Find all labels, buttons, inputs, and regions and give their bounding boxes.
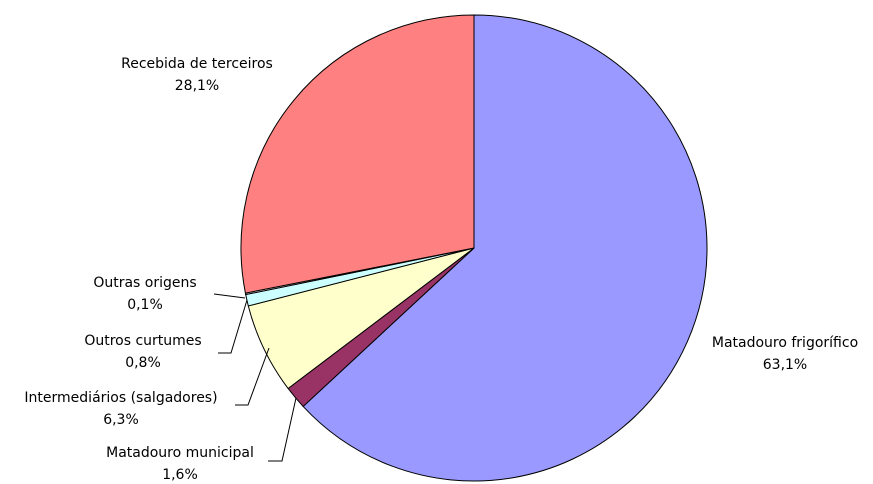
pie-slice-recebida-de-terceiros <box>240 14 475 294</box>
slice-value-outros-curtumes: 0,8% <box>125 355 161 371</box>
pie-slices <box>240 14 708 482</box>
leader-line-outros-curtumes <box>218 299 248 354</box>
slice-label-matadouro-frigorifico: Matadouro frigorífico <box>712 335 858 351</box>
slice-label-recebida-de-terceiros: Recebida de terceiros <box>121 56 273 72</box>
slice-value-outras-origens: 0,1% <box>127 297 163 313</box>
leader-lines <box>213 293 297 462</box>
slice-value-recebida-de-terceiros: 28,1% <box>175 78 219 94</box>
slice-label-outras-origens: Outras origens <box>93 275 196 291</box>
slice-labels: Matadouro frigorífico 63,1% Matadouro muni… <box>24 56 858 483</box>
slice-label-matadouro-municipal: Matadouro municipal <box>106 445 254 461</box>
slice-value-matadouro-frigorifico: 63,1% <box>763 357 807 373</box>
slice-value-intermediarios-salgadores: 6,3% <box>103 412 139 428</box>
leader-line-outras-origens <box>213 293 246 299</box>
slice-value-matadouro-municipal: 1,6% <box>162 467 198 483</box>
slice-label-intermediarios-salgadores: Intermediários (salgadores) <box>24 390 217 406</box>
leader-line-matadouro-municipal <box>268 397 297 462</box>
leader-line-intermediarios-salgadores <box>235 347 270 406</box>
pie-slice-matadouro-frigorifico <box>302 14 708 482</box>
slice-label-outros-curtumes: Outros curtumes <box>84 333 201 349</box>
